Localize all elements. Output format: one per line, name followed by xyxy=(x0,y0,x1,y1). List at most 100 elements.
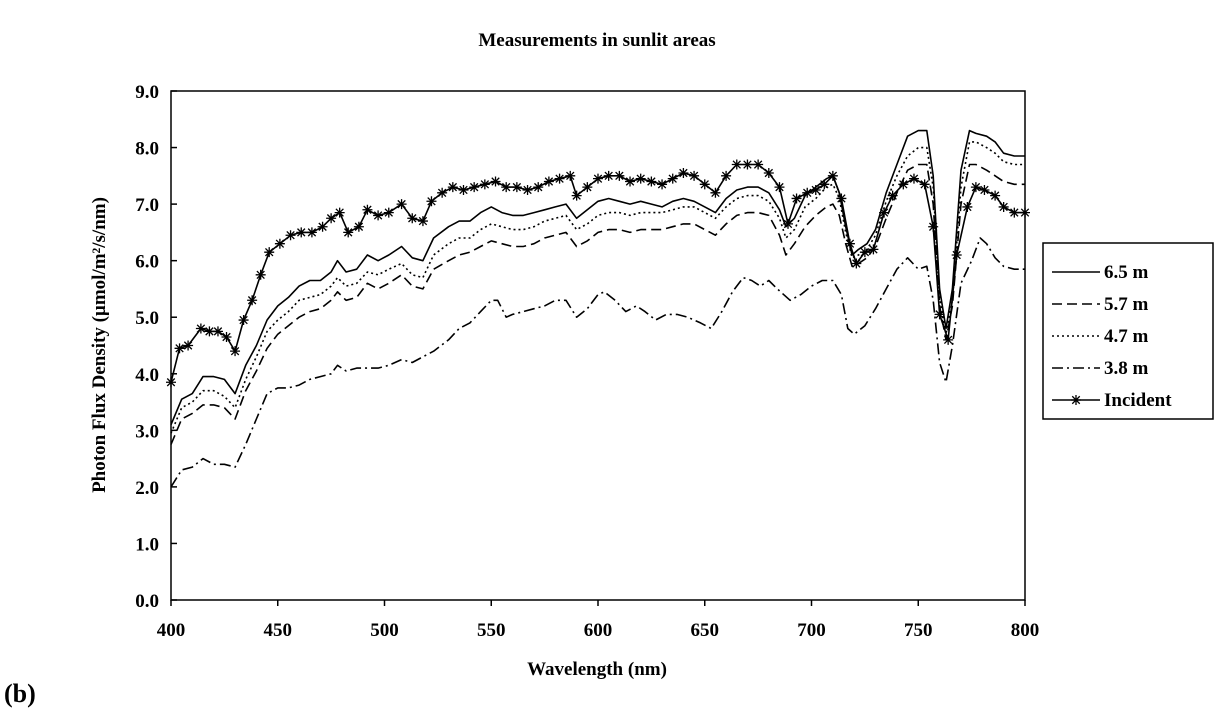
series-marker xyxy=(511,182,522,193)
x-tick-label: 550 xyxy=(477,620,506,641)
series-marker xyxy=(827,170,838,181)
series-marker xyxy=(353,221,364,232)
plot-area xyxy=(170,90,1026,601)
series-marker xyxy=(710,187,721,198)
series-marker xyxy=(285,230,296,241)
x-axis-label: Wavelength (nm) xyxy=(527,659,667,680)
legend-label: 3.8 m xyxy=(1104,358,1149,379)
series-marker xyxy=(721,170,732,181)
series-marker xyxy=(635,173,646,184)
series-marker xyxy=(844,238,855,249)
legend: 6.5 m 5.7 m 4.7 m 3.8 m Incident xyxy=(1042,242,1214,420)
series-0 xyxy=(170,129,1025,426)
series-marker xyxy=(763,168,774,179)
series-marker xyxy=(565,170,576,181)
series-marker xyxy=(646,176,657,187)
series-marker xyxy=(689,170,700,181)
series-marker xyxy=(264,247,275,258)
x-tick-label: 750 xyxy=(904,620,933,641)
series-marker xyxy=(934,309,945,320)
y-tick-label: 5.0 xyxy=(135,308,159,329)
series-marker xyxy=(898,179,909,190)
legend-label: Incident xyxy=(1104,390,1172,411)
series-marker xyxy=(334,207,345,218)
series-marker xyxy=(810,184,821,195)
series-marker xyxy=(731,159,742,170)
series-marker xyxy=(998,201,1009,212)
series-marker xyxy=(625,176,636,187)
series-marker xyxy=(543,176,554,187)
series-marker xyxy=(362,204,373,215)
x-tick-label: 450 xyxy=(264,620,293,641)
series-marker xyxy=(851,258,862,269)
y-tick-label: 7.0 xyxy=(135,195,159,216)
series-marker xyxy=(657,179,668,190)
series-layer xyxy=(166,129,1030,488)
series-marker xyxy=(212,326,223,337)
series-marker xyxy=(970,182,981,193)
x-tick-label: 700 xyxy=(797,620,826,641)
series-marker xyxy=(183,340,194,351)
series-marker xyxy=(943,334,954,345)
series-marker xyxy=(469,182,480,193)
series-line xyxy=(170,237,1025,488)
series-marker xyxy=(1020,207,1030,218)
series-marker xyxy=(919,179,930,190)
series-marker xyxy=(490,176,501,187)
series-marker xyxy=(753,159,764,170)
series-marker xyxy=(582,182,593,193)
series-marker xyxy=(247,295,258,306)
series-line xyxy=(170,141,1025,434)
series-marker xyxy=(396,199,407,210)
series-marker xyxy=(373,210,384,221)
y-tick-label: 8.0 xyxy=(135,139,159,160)
series-marker xyxy=(306,227,317,238)
series-marker xyxy=(990,190,1001,201)
y-axis-label: Photon Flux Density (µmol/m²/s/nm) xyxy=(89,197,110,493)
series-marker xyxy=(667,173,678,184)
series-marker xyxy=(522,184,533,195)
series-marker xyxy=(447,182,458,193)
x-tick-label: 400 xyxy=(157,620,186,641)
series-2 xyxy=(170,141,1025,434)
series-marker xyxy=(962,201,973,212)
series-marker xyxy=(859,247,870,258)
series-marker xyxy=(603,170,614,181)
x-axis: 400 450 500 550 600 650 700 750 800 xyxy=(157,600,1039,641)
x-tick-label: 650 xyxy=(691,620,720,641)
x-tick-label: 500 xyxy=(370,620,399,641)
legend-label: 4.7 m xyxy=(1104,326,1149,347)
series-1 xyxy=(170,163,1025,445)
y-tick-label: 9.0 xyxy=(135,82,159,103)
series-marker xyxy=(908,173,919,184)
series-marker xyxy=(791,193,802,204)
series-marker xyxy=(836,193,847,204)
series-marker xyxy=(407,213,418,224)
series-line xyxy=(170,129,1025,426)
series-marker xyxy=(951,250,962,261)
series-marker xyxy=(802,187,813,198)
series-marker xyxy=(774,182,785,193)
series-marker xyxy=(221,332,232,343)
plot-frame xyxy=(170,90,1026,601)
series-marker xyxy=(417,216,428,227)
series-marker xyxy=(326,213,337,224)
series-line xyxy=(170,163,1025,445)
series-marker xyxy=(1009,207,1020,218)
series-marker xyxy=(255,269,266,280)
panel-label: (b) xyxy=(4,679,36,708)
x-tick-label: 600 xyxy=(584,620,613,641)
series-marker xyxy=(501,182,512,193)
series-marker xyxy=(383,207,394,218)
series-marker xyxy=(204,326,215,337)
series-marker xyxy=(742,159,753,170)
series-marker xyxy=(819,179,830,190)
series-marker xyxy=(533,182,544,193)
series-marker xyxy=(887,190,898,201)
series-marker xyxy=(274,238,285,249)
series-4 xyxy=(166,159,1030,388)
y-tick-label: 3.0 xyxy=(135,421,159,442)
y-tick-label: 1.0 xyxy=(135,534,159,555)
legend-marker xyxy=(1071,395,1081,405)
